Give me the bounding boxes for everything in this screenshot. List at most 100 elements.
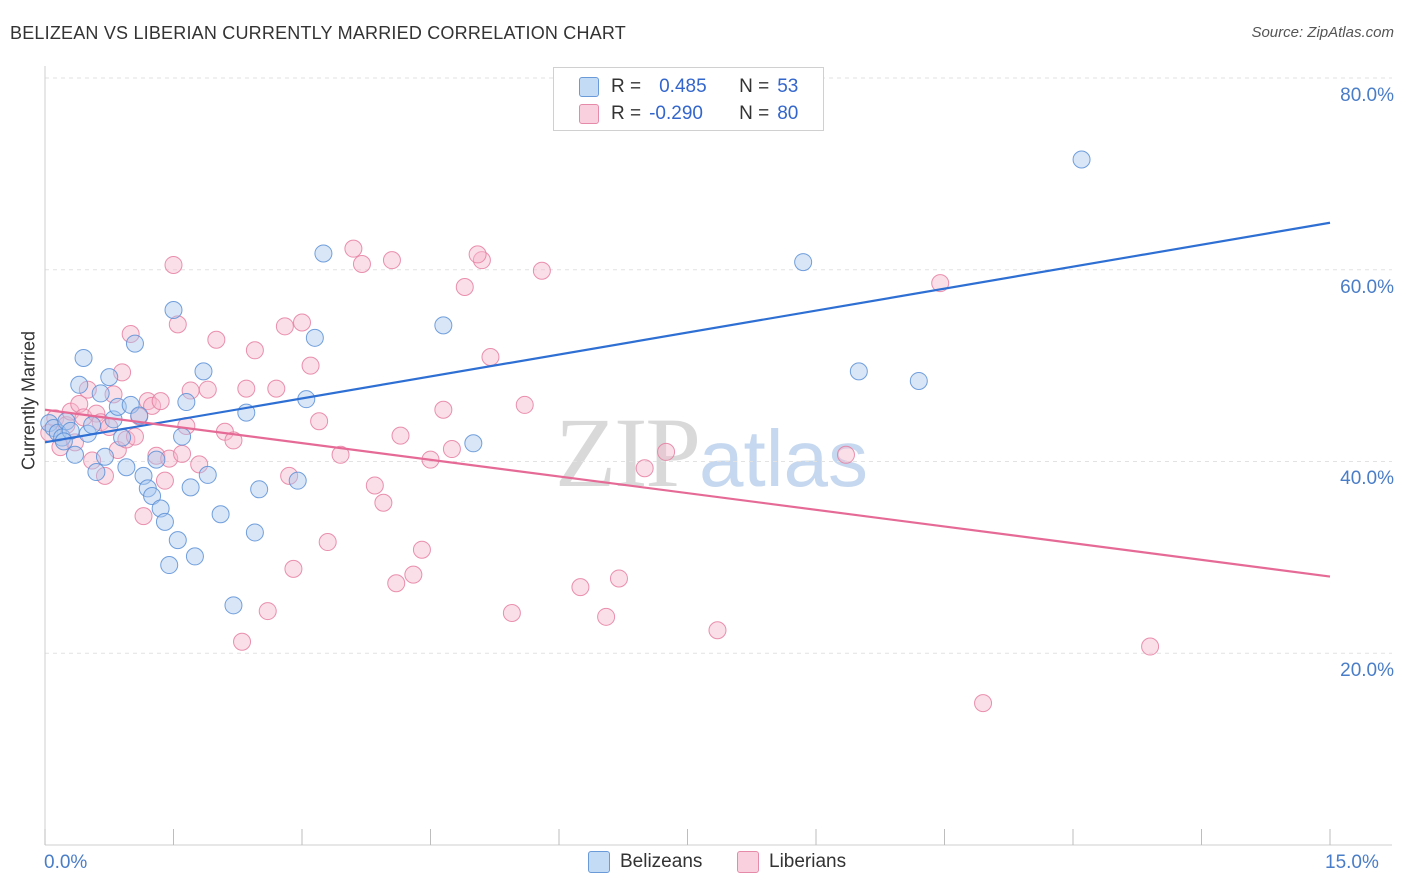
belizean-point-45 — [314, 244, 333, 263]
liberian-point-19 — [125, 427, 144, 446]
y-tick-label-40: 40.0% — [1340, 468, 1394, 489]
belizean-point-32 — [177, 393, 196, 412]
liberian-point-37 — [233, 632, 252, 651]
n-label: N = — [739, 76, 770, 97]
belizean-point-6 — [65, 445, 84, 464]
watermark-zip: ZIP — [555, 397, 701, 508]
x-tick-label-max: 15.0% — [1325, 852, 1379, 873]
belizean-point-10 — [83, 416, 102, 435]
liberians-legend-label: Liberians — [769, 851, 847, 872]
belizean-point-51 — [1072, 150, 1091, 169]
liberian-point-56 — [412, 540, 431, 559]
liberians-legend-swatch — [737, 851, 759, 873]
liberian-point-60 — [455, 278, 474, 297]
liberian-point-39 — [245, 341, 264, 360]
belizean-point-31 — [173, 427, 192, 446]
belizean-point-28 — [160, 556, 179, 575]
belizeans-swatch — [579, 77, 599, 97]
chart-title: BELIZEAN VS LIBERIAN CURRENTLY MARRIED C… — [10, 23, 626, 43]
belizean-point-8 — [74, 348, 93, 367]
liberian-point-6 — [70, 394, 89, 413]
liberian-point-44 — [293, 313, 311, 332]
watermark-atlas: atlas — [699, 414, 868, 503]
belizean-point-24 — [143, 487, 162, 506]
liberian-point-12 — [95, 466, 114, 485]
points — [40, 150, 1160, 713]
belizean-point-20 — [125, 334, 144, 353]
belizean-point-36 — [198, 465, 217, 484]
n-value: 53 — [777, 76, 799, 97]
liberian-point-21 — [134, 507, 153, 526]
r-label: R = — [611, 76, 642, 97]
belizean-point-5 — [61, 421, 80, 440]
liberian-point-58 — [434, 400, 453, 419]
liberian-point-29 — [168, 315, 187, 334]
source-label: Source: ZipAtlas.com — [1251, 24, 1394, 41]
liberian-point-71 — [708, 621, 727, 640]
liberian-point-36 — [224, 431, 243, 450]
belizean-point-17 — [113, 428, 132, 447]
belizean-point-52 — [54, 432, 73, 451]
belizean-point-27 — [155, 512, 174, 531]
r-value: 0.485 — [659, 76, 707, 97]
liberian-point-63 — [502, 603, 521, 622]
liberian-point-25 — [151, 392, 170, 411]
belizean-point-40 — [245, 523, 264, 542]
liberian-point-50 — [352, 254, 371, 273]
liberian-point-45 — [301, 356, 320, 375]
legend-item-liberians[interactable]: Liberians — [737, 851, 846, 873]
belizean-point-46 — [434, 316, 453, 335]
liberian-point-67 — [597, 607, 616, 626]
belizean-point-13 — [95, 447, 114, 466]
legend-row-liberians: R = -0.290 N = 80 — [554, 100, 798, 128]
liberian-point-55 — [404, 565, 423, 584]
belizean-point-12 — [91, 384, 110, 403]
liberian-point-48 — [331, 445, 350, 464]
belizean-point-44 — [305, 328, 324, 347]
liberian-point-49 — [344, 239, 363, 258]
axes — [44, 66, 1392, 846]
belizean-point-48 — [794, 253, 813, 272]
liberian-point-34 — [207, 330, 226, 349]
belizean-trend-line — [44, 221, 1331, 444]
liberian-point-28 — [164, 255, 183, 274]
belizean-point-50 — [909, 371, 928, 390]
belizean-point-25 — [147, 450, 166, 469]
belizean-point-47 — [464, 434, 483, 453]
r-label: R = — [611, 103, 642, 124]
belizean-point-49 — [849, 362, 868, 381]
liberian-point-43 — [284, 559, 303, 578]
y-tick-label-80: 80.0% — [1340, 85, 1394, 106]
belizean-point-35 — [194, 362, 213, 381]
belizean-point-34 — [185, 547, 204, 566]
liberian-point-41 — [267, 379, 286, 398]
liberian-point-26 — [155, 471, 174, 490]
watermark: ZIPatlas — [555, 395, 868, 510]
legend-item-belizeans[interactable]: Belizeans — [588, 851, 702, 873]
liberian-point-47 — [318, 533, 337, 552]
liberian-point-23 — [143, 396, 162, 415]
belizean-point-42 — [288, 471, 307, 490]
liberian-point-38 — [237, 379, 256, 398]
liberian-point-51 — [365, 476, 384, 495]
liberian-trend-line — [44, 408, 1331, 578]
belizean-point-11 — [87, 463, 106, 482]
belizean-point-41 — [250, 480, 269, 499]
liberian-point-69 — [635, 459, 654, 478]
belizean-point-21 — [130, 406, 149, 425]
belizean-point-38 — [224, 596, 243, 615]
belizeans-legend-label: Belizeans — [620, 851, 703, 872]
belizean-point-29 — [164, 301, 183, 320]
trend-lines — [44, 221, 1331, 578]
legend-row-belizeans: R = 0.485 N = 53 — [554, 73, 798, 101]
belizean-point-33 — [181, 478, 200, 497]
liberian-point-66 — [571, 578, 590, 597]
liberian-point-42 — [275, 317, 294, 336]
liberian-point-78 — [387, 574, 406, 593]
n-value: 80 — [777, 103, 799, 124]
liberian-point-65 — [532, 261, 551, 280]
liberian-point-40 — [258, 602, 277, 621]
liberian-point-18 — [121, 324, 140, 343]
y-tick-label-60: 60.0% — [1340, 277, 1394, 298]
liberian-point-33 — [198, 380, 217, 399]
